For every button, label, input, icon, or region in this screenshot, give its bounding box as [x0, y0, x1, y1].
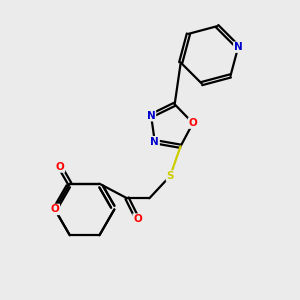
Text: N: N [150, 137, 159, 147]
Text: O: O [133, 214, 142, 224]
Text: O: O [50, 204, 59, 214]
Text: N: N [147, 111, 155, 121]
Text: N: N [234, 42, 242, 52]
Text: O: O [56, 162, 64, 172]
Text: O: O [188, 118, 197, 128]
Text: S: S [167, 171, 174, 181]
